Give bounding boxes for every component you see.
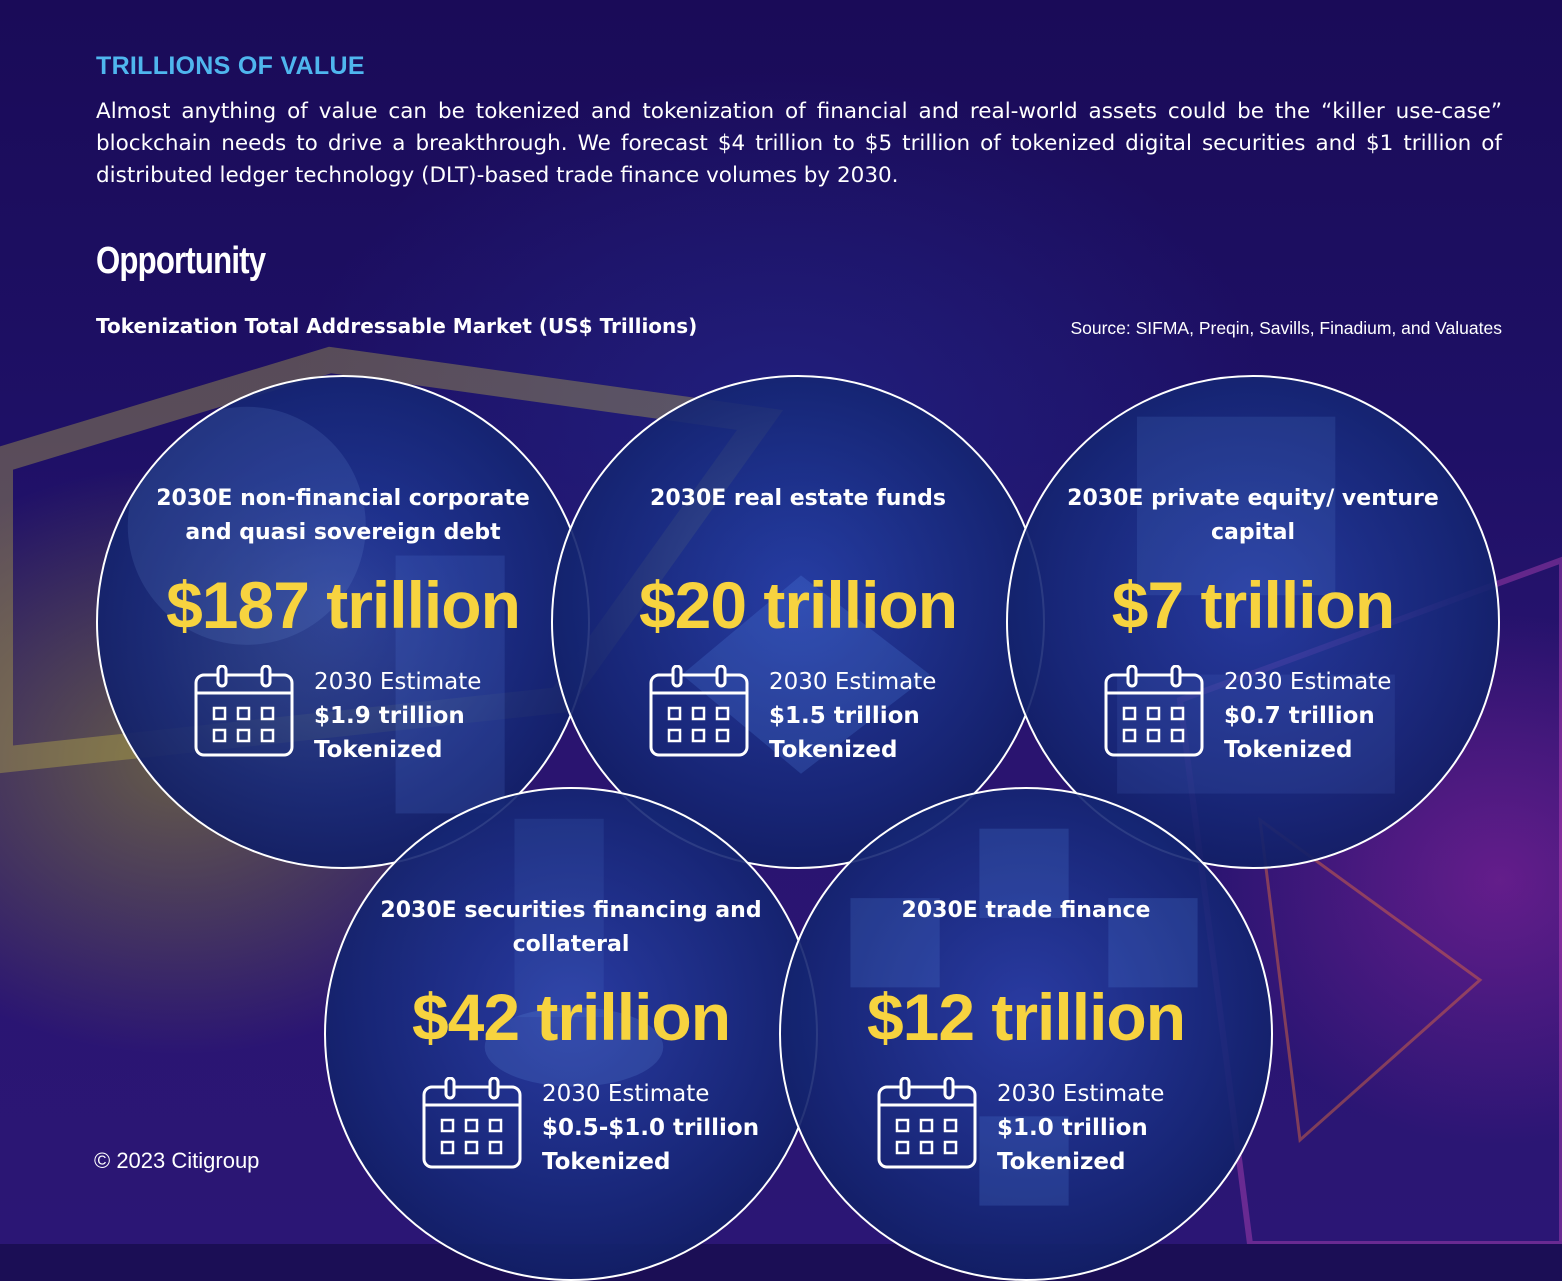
calendar-icon	[649, 665, 749, 757]
circle-texture	[127, 406, 505, 814]
estimate-block: 2030 Estimate $0.7 trillion Tokenized	[1104, 665, 1391, 767]
copyright-notice: © 2023 Citigroup	[94, 1148, 260, 1173]
tokenized-label: Tokenized	[1224, 737, 1353, 763]
market-circle-trade-finance: 2030E trade finance $12 trillion 2030 Es…	[779, 787, 1273, 1281]
calendar-icon	[1104, 665, 1204, 757]
calendar-icon	[422, 1077, 522, 1169]
page-heading: Opportunity	[96, 240, 266, 282]
source-note: Source: SIFMA, Preqin, Savills, Finadium…	[1070, 318, 1502, 338]
market-value: $7 trillion	[1111, 568, 1395, 642]
market-label: 2030E non-financial corporate and quasi …	[156, 486, 530, 545]
calendar-icon	[194, 665, 294, 757]
market-label: 2030E securities financing and collatera…	[380, 898, 762, 957]
calendar-icon	[877, 1077, 977, 1169]
intro-paragraph: Almost anything of value can be tokenize…	[96, 99, 1502, 188]
market-label: 2030E private equity/ venture capital	[1067, 486, 1439, 545]
estimate-label: 2030 Estimate	[1224, 669, 1392, 695]
market-value: $187 trillion	[166, 568, 521, 642]
circle-texture	[1117, 416, 1395, 794]
estimate-block: 2030 Estimate $0.5-$1.0 trillion Tokeniz…	[422, 1077, 759, 1179]
estimate-block: 2030 Estimate $1.0 trillion Tokenized	[877, 1077, 1164, 1179]
market-label: 2030E real estate funds	[650, 486, 946, 511]
market-circle-real-estate: 2030E real estate funds $20 trillion 203…	[551, 375, 1045, 869]
tokenized-value: $0.7 trillion	[1224, 703, 1375, 729]
market-value: $12 trillion	[866, 980, 1186, 1054]
market-circle-private-equity: 2030E private equity/ venture capital $7…	[1006, 375, 1500, 869]
tokenized-label: Tokenized	[997, 1149, 1126, 1175]
market-value: $20 trillion	[638, 568, 958, 642]
tokenized-label: Tokenized	[542, 1149, 671, 1175]
estimate-label: 2030 Estimate	[542, 1081, 710, 1107]
tokenized-value: $0.5-$1.0 trillion	[542, 1115, 760, 1141]
circle-texture	[681, 575, 930, 774]
chart-subheading: Tokenization Total Addressable Market (U…	[96, 314, 698, 338]
tokenized-label: Tokenized	[769, 737, 898, 763]
estimate-label: 2030 Estimate	[769, 669, 937, 695]
tokenized-value: $1.0 trillion	[997, 1115, 1148, 1141]
tokenized-value: $1.9 trillion	[314, 703, 465, 729]
market-circle-securities-financing: 2030E securities financing and collatera…	[324, 787, 818, 1281]
estimate-label: 2030 Estimate	[314, 669, 482, 695]
estimate-label: 2030 Estimate	[997, 1081, 1165, 1107]
market-circle-corporate-debt: 2030E non-financial corporate and quasi …	[96, 375, 590, 869]
tokenized-value: $1.5 trillion	[769, 703, 920, 729]
market-label: 2030E trade finance	[901, 898, 1151, 923]
circle-texture	[850, 828, 1198, 1206]
estimate-block: 2030 Estimate $1.9 trillion Tokenized	[194, 665, 481, 767]
circle-texture	[484, 818, 664, 1087]
market-value: $42 trillion	[411, 980, 731, 1054]
section-kicker: TRILLIONS OF VALUE	[96, 52, 365, 80]
tokenized-label: Tokenized	[314, 737, 443, 763]
estimate-block: 2030 Estimate $1.5 trillion Tokenized	[649, 665, 936, 767]
